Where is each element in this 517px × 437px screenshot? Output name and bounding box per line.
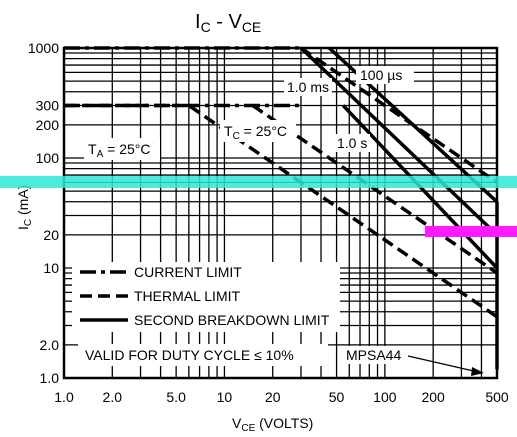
tick-labels: 1.0 2.0 5.0 10 20 50 100 200 500 1.0 2.0 10 20 100 200…: [28, 40, 509, 405]
highlight-magenta-band: [425, 226, 517, 237]
annotation-mpsa44: MPSA44: [346, 347, 401, 363]
x-tick-label: 10: [217, 389, 233, 405]
x-tick-label: 200: [421, 389, 445, 405]
series-line-dashed-2: [300, 46, 498, 184]
x-tick-label: 2.0: [103, 389, 123, 405]
y-tick-label: 300: [36, 98, 60, 114]
annotation-1ms: 1.0 ms: [287, 79, 329, 95]
annotation-100us: 100 µs: [360, 67, 402, 83]
chart-title: IC - VCE: [195, 11, 261, 35]
y-tick-label: 100: [36, 150, 60, 166]
note-background: [78, 344, 328, 366]
series-line-solid-5: [299, 46, 499, 237]
x-tick-label: 100: [373, 389, 397, 405]
ann-1s-bg: [334, 134, 370, 152]
annotation-1s: 1.0 s: [337, 135, 367, 151]
ann-tc-bg: [220, 120, 296, 142]
x-tick-label: 20: [265, 389, 281, 405]
legend-label-current: CURRENT LIMIT: [134, 264, 242, 280]
ann-1ms-bg: [284, 78, 332, 96]
x-axis-label: VCE (VOLTS): [232, 415, 313, 434]
y-tick-label: 1.0: [40, 370, 60, 386]
series-line-dashed-3: [64, 103, 498, 319]
legend-label-thermal: THERMAL LIMIT: [134, 288, 240, 304]
ann-100us-bg: [356, 66, 414, 84]
highlight-cyan-band: [0, 176, 517, 188]
mpsa44-arrow-head: [471, 367, 484, 376]
x-tick-label: 1.0: [54, 389, 74, 405]
annotation-tc: TC = 25°C: [224, 123, 287, 142]
annotation-ta: TA = 25°C: [88, 141, 150, 160]
duty-cycle-note: VALID FOR DUTY CYCLE ≤ 10%: [85, 347, 294, 363]
series-line-dashed-4: [251, 104, 498, 275]
mpsa44-arrow-line: [407, 355, 479, 373]
legend-label-second: SECOND BREAKDOWN LIMIT: [134, 312, 330, 328]
y-tick-label: 200: [36, 117, 60, 133]
x-tick-label: 50: [329, 389, 345, 405]
ann-mpsa-bg: [344, 346, 406, 364]
y-tick-label: 20: [43, 227, 59, 243]
ann-ta-bg: [84, 138, 160, 160]
x-tick-label: 5.0: [166, 389, 186, 405]
y-tick-label: 2.0: [40, 337, 60, 353]
legend: CURRENT LIMIT THERMAL LIMIT SECOND BREAK…: [72, 262, 340, 332]
y-tick-label: 10: [43, 260, 59, 276]
y-axis-label: IC (mA): [15, 185, 34, 230]
x-tick-label: 500: [485, 389, 509, 405]
annotations: 100 µs 1.0 ms 1.0 s TC = 25°C TA = 25°C …: [84, 66, 484, 376]
y-tick-label: 1000: [28, 40, 59, 56]
